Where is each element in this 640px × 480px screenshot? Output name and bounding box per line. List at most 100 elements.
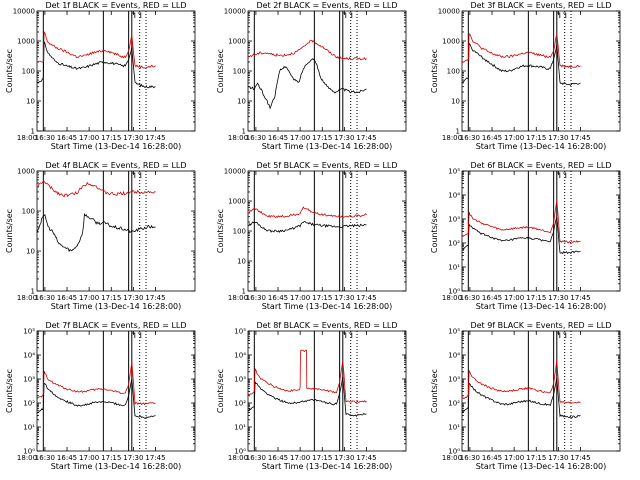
x-tick-label: 18:00 [17,134,37,142]
y-tick-label: 100 [22,208,35,216]
y-tick-label: 10⁴ [448,192,460,200]
x-tick-label: 17:30 [334,294,354,302]
x-tick-label: 18:00 [442,294,462,302]
y-tick-label: 100 [22,68,35,76]
x-tick-label: 17:45 [145,294,165,302]
lld-series-line [247,206,367,219]
lld-series-line [461,360,581,404]
y-tick-label: 10000 [13,8,35,16]
y-tick-label: 10⁵ [23,328,35,336]
y-tick-label: 10⁰ [23,448,35,456]
y-tick-label: 10¹ [448,424,460,432]
y-tick-label: 1 [242,128,246,136]
lld-series-line [461,200,581,244]
x-tick-label: 18:00 [442,454,462,462]
events-series-line [247,220,367,234]
x-axis-label: Start Time (13-Dec-14 16:28:00) [51,302,182,311]
panel-title: Det 3f BLACK = Events, RED = LLD [470,1,611,10]
y-tick-label: 10000 [224,8,246,16]
events-series-line [461,378,581,419]
y-tick-label: 1 [31,288,35,296]
x-tick-label: 18:00 [228,134,248,142]
x-tick-label: 16:45 [57,454,77,462]
events-series-line [247,58,367,110]
y-tick-label: 10⁵ [448,168,460,176]
x-tick-label: 17:00 [79,134,99,142]
y-tick-label: 10³ [234,376,246,384]
x-tick-label: 17:15 [312,454,332,462]
x-tick-label: 16:30 [460,454,480,462]
y-axis-label: Counts/sec [216,369,225,413]
x-tick-label: 18:00 [17,454,37,462]
events-series-line [36,212,156,253]
events-series-line [461,42,581,86]
x-tick-label: 17:15 [526,134,546,142]
x-tick-label: 16:30 [246,454,266,462]
y-tick-label: 10 [237,98,246,106]
y-axis-label: Counts/sec [430,209,439,253]
x-tick-label: 17:15 [101,134,121,142]
y-axis-label: Counts/sec [216,209,225,253]
y-axis-label: Counts/sec [216,49,225,93]
y-tick-label: 10000 [224,168,246,176]
plot-frame [247,10,407,132]
y-tick-label: 100 [233,228,246,236]
x-tick-label: 18:00 [228,454,248,462]
x-tick-label: 16:45 [482,134,502,142]
y-tick-label: 10⁴ [448,352,460,360]
plot-frame [36,330,196,452]
x-tick-label: 17:30 [548,454,568,462]
marker-flag [342,332,353,338]
x-tick-label: 17:45 [570,454,590,462]
x-axis-label: Start Time (13-Dec-14 16:28:00) [476,142,607,151]
panel-title: Det 7f BLACK = Events, RED = LLD [45,321,186,330]
detector-panel-4: Det 4f BLACK = Events, RED = LLD Counts/s… [5,161,196,311]
marker-flag [131,172,142,178]
plot-frame [461,330,621,452]
y-tick-label: 100 [447,68,460,76]
x-tick-label: 18:00 [17,294,37,302]
y-tick-label: 10000 [438,8,460,16]
panel-title: Det 1f BLACK = Events, RED = LLD [45,1,186,10]
x-tick-label: 17:30 [123,294,143,302]
x-tick-label: 17:30 [123,454,143,462]
x-axis-label: Start Time (13-Dec-14 16:28:00) [476,462,607,471]
y-tick-label: 10⁰ [448,448,460,456]
lld-series-line [247,349,367,404]
y-tick-label: 10⁴ [234,352,246,360]
marker-flag [342,12,353,18]
y-tick-label: 1 [31,128,35,136]
marker-flag [131,332,142,338]
x-tick-label: 16:45 [268,134,288,142]
x-tick-label: 17:15 [312,294,332,302]
x-tick-label: 17:30 [334,454,354,462]
x-tick-label: 17:45 [145,454,165,462]
y-axis-label: Counts/sec [5,369,14,413]
y-tick-label: 10¹ [23,424,35,432]
x-tick-label: 16:30 [35,134,55,142]
panel-title: Det 9f BLACK = Events, RED = LLD [470,321,611,330]
detector-panel-6: Det 6f BLACK = Events, RED = LLD Counts/s… [430,161,621,311]
y-tick-label: 10² [448,240,460,248]
panel-title: Det 6f BLACK = Events, RED = LLD [470,161,611,170]
y-tick-label: 1000 [17,168,35,176]
x-axis-label: Start Time (13-Dec-14 16:28:00) [262,302,393,311]
events-series-line [36,378,156,419]
y-tick-label: 10⁰ [234,448,246,456]
detector-panel-2: Det 2f BLACK = Events, RED = LLD Counts/s… [216,1,407,151]
x-tick-label: 17:00 [290,454,310,462]
y-tick-label: 10² [23,400,35,408]
x-tick-label: 16:45 [57,294,77,302]
x-tick-label: 17:00 [290,294,310,302]
detector-panel-9: Det 9f BLACK = Events, RED = LLD Counts/s… [430,321,621,471]
x-tick-label: 16:45 [268,294,288,302]
y-axis-label: Counts/sec [5,49,14,93]
x-tick-label: 16:45 [57,134,77,142]
x-tick-label: 17:45 [145,134,165,142]
events-series-line [247,376,367,418]
y-axis-label: Counts/sec [430,49,439,93]
detector-panel-8: Det 8f BLACK = Events, RED = LLD Counts/s… [216,321,407,471]
x-tick-label: 17:30 [548,134,568,142]
y-tick-label: 10⁰ [448,288,460,296]
